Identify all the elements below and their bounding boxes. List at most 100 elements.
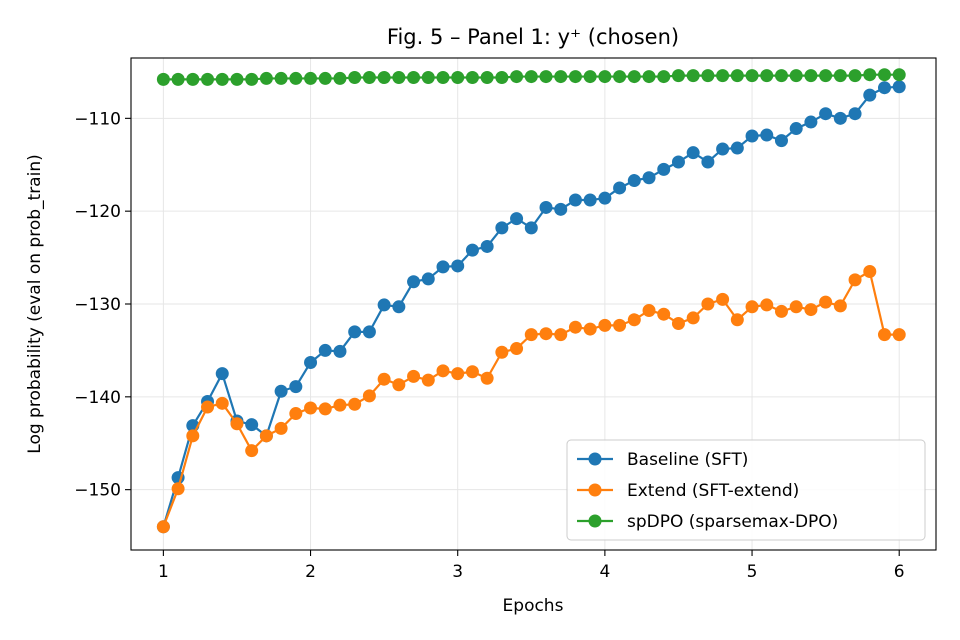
- data-point: [259, 429, 273, 443]
- data-point: [760, 128, 774, 142]
- data-point: [568, 193, 582, 207]
- data-point: [863, 68, 877, 82]
- legend: Baseline (SFT) Extend (SFT-extend) spDPO (…: [566, 439, 926, 541]
- data-point: [436, 364, 450, 378]
- data-point: [480, 371, 494, 385]
- data-point: [774, 69, 788, 83]
- data-point: [289, 71, 303, 85]
- data-point: [480, 70, 494, 84]
- data-point: [245, 418, 259, 432]
- legend-box: [566, 439, 926, 541]
- series-1: [156, 265, 906, 534]
- data-point: [701, 155, 715, 169]
- legend-item: Extend (SFT-extend): [577, 481, 799, 501]
- legend-marker: [588, 452, 602, 466]
- data-point: [657, 70, 671, 84]
- data-point: [671, 69, 685, 83]
- data-point: [510, 342, 524, 356]
- data-point: [627, 70, 641, 84]
- data-point: [377, 372, 391, 386]
- y-axis-label: Log probability (eval on prob_train): [25, 154, 45, 453]
- data-point: [833, 111, 847, 125]
- data-point: [377, 298, 391, 312]
- data-point: [789, 122, 803, 136]
- data-point: [318, 71, 332, 85]
- data-point: [436, 70, 450, 84]
- data-point: [510, 212, 524, 226]
- y-tick-label: −130: [74, 295, 121, 315]
- data-point: [436, 260, 450, 274]
- data-point: [583, 322, 597, 336]
- data-point: [274, 384, 288, 398]
- data-point: [671, 316, 685, 330]
- data-point: [554, 328, 568, 342]
- axis-ticks: 1 2 3 4 5 6 −150 −140 −130 −120 −110: [74, 109, 904, 582]
- x-tick-label: 2: [305, 562, 316, 582]
- data-point: [186, 72, 200, 86]
- data-point: [877, 81, 891, 95]
- data-point: [304, 355, 318, 369]
- data-point: [318, 343, 332, 357]
- data-point: [657, 307, 671, 321]
- data-point: [362, 389, 376, 403]
- data-point: [583, 193, 597, 207]
- data-point: [848, 69, 862, 83]
- data-point: [215, 396, 229, 410]
- data-point: [730, 141, 744, 155]
- data-point: [804, 115, 818, 129]
- data-point: [465, 70, 479, 84]
- x-tick-label: 3: [452, 562, 463, 582]
- data-point: [642, 70, 656, 84]
- x-tick-label: 5: [747, 562, 758, 582]
- data-point: [524, 70, 538, 84]
- data-point: [245, 444, 259, 458]
- data-point: [892, 68, 906, 82]
- data-point: [259, 71, 273, 85]
- data-point: [833, 299, 847, 313]
- data-point: [730, 69, 744, 83]
- data-point: [407, 70, 421, 84]
- data-point: [863, 265, 877, 279]
- data-point: [421, 272, 435, 286]
- data-point: [230, 417, 244, 431]
- x-tick-label: 6: [894, 562, 905, 582]
- data-point: [156, 72, 170, 86]
- data-point: [289, 380, 303, 394]
- data-point: [451, 70, 465, 84]
- data-point: [392, 378, 406, 392]
- data-point: [716, 142, 730, 156]
- data-point: [745, 300, 759, 314]
- data-point: [465, 243, 479, 257]
- data-point: [613, 318, 627, 332]
- data-point: [804, 69, 818, 83]
- y-tick-label: −150: [74, 481, 121, 501]
- data-point: [819, 107, 833, 121]
- data-point: [392, 300, 406, 314]
- series-2: [156, 68, 906, 86]
- data-point: [333, 398, 347, 412]
- data-point: [745, 69, 759, 83]
- y-tick-label: −140: [74, 388, 121, 408]
- data-point: [613, 181, 627, 195]
- data-point: [554, 202, 568, 216]
- x-tick-label: 1: [158, 562, 169, 582]
- data-point: [686, 146, 700, 160]
- data-point: [848, 107, 862, 121]
- data-point: [598, 191, 612, 205]
- data-point: [510, 70, 524, 84]
- data-point: [348, 325, 362, 339]
- data-point: [701, 297, 715, 311]
- data-point: [539, 70, 553, 84]
- data-point: [686, 311, 700, 325]
- legend-label: Baseline (SFT): [627, 450, 748, 470]
- data-point: [774, 134, 788, 148]
- data-point: [348, 397, 362, 411]
- x-axis-label: Epochs: [503, 596, 564, 616]
- data-point: [215, 72, 229, 86]
- legend-marker: [588, 483, 602, 497]
- data-point: [333, 71, 347, 85]
- data-point: [392, 70, 406, 84]
- data-point: [524, 221, 538, 235]
- data-point: [686, 69, 700, 83]
- data-point: [539, 200, 553, 214]
